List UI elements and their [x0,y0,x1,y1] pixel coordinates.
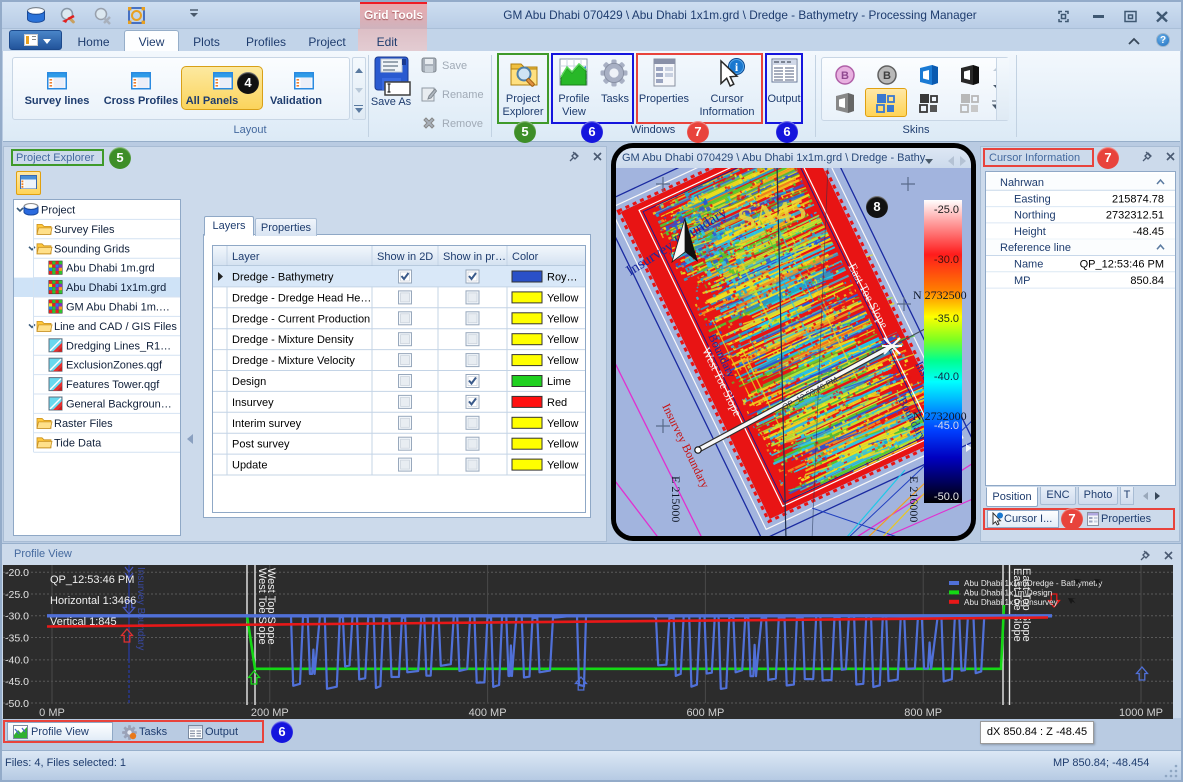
svg-text:General Backgroun…: General Backgroun… [66,399,172,411]
svg-text:Dredge - Mixture Velocity: Dredge - Mixture Velocity [232,355,355,367]
svg-text:Yellow: Yellow [547,439,578,451]
svg-text:E 216000: E 216000 [907,476,921,522]
svg-text:-40.0: -40.0 [5,655,29,667]
svg-text:Layer: Layer [232,251,260,263]
svg-text:1000 MP: 1000 MP [1119,707,1163,719]
svg-text:Red: Red [547,397,567,409]
svg-text:-25.0: -25.0 [934,204,959,216]
svg-text:East Toe Slope: East Toe Slope [1011,568,1023,642]
svg-text:215874.78: 215874.78 [1112,193,1164,205]
svg-text:Project: Project [41,205,75,217]
svg-text:Show in pr…: Show in pr… [443,251,506,263]
svg-text:Show in 2D: Show in 2D [377,251,433,263]
svg-text:ExclusionZones.qgf: ExclusionZones.qgf [66,360,163,372]
svg-text:200 MP: 200 MP [251,707,289,719]
svg-text:Abu Dhabi 1x1m\Dredge - Bathym: Abu Dhabi 1x1m\Dredge - Bathymetry [964,579,1103,588]
svg-text:Dredge - Mixture Density: Dredge - Mixture Density [232,334,354,346]
svg-text:2732312.51: 2732312.51 [1106,210,1164,222]
svg-text:0 MP: 0 MP [39,707,65,719]
svg-text:-35.0: -35.0 [934,313,959,325]
svg-text:-40.0: -40.0 [934,371,959,383]
svg-text:Interim survey: Interim survey [232,418,302,430]
svg-text:400 MP: 400 MP [469,707,507,719]
svg-text:Roy…: Roy… [547,272,578,284]
svg-text:Insurvey: Insurvey [232,397,274,409]
svg-text:Abu Dhabi 1x1m\Insurvey: Abu Dhabi 1x1m\Insurvey [964,598,1059,607]
svg-text:850.84: 850.84 [1130,275,1164,287]
svg-text:-45.0: -45.0 [934,420,959,432]
svg-text:Line and CAD / GIS Files: Line and CAD / GIS Files [54,321,177,333]
svg-text:-45.0: -45.0 [5,676,29,688]
svg-text:Abu Dhabi 1x1m\Design: Abu Dhabi 1x1m\Design [964,589,1053,598]
svg-text:Sounding Grids: Sounding Grids [54,243,130,255]
svg-text:Yellow: Yellow [547,355,578,367]
svg-text:-50.0: -50.0 [934,491,959,503]
svg-text:Yellow: Yellow [547,292,578,304]
svg-text:-20.0: -20.0 [5,567,29,579]
svg-text:Nahrwan: Nahrwan [1000,177,1044,189]
svg-text:-25.0: -25.0 [5,589,29,601]
svg-text:N 2732500: N 2732500 [913,288,967,302]
svg-text:Yellow: Yellow [547,334,578,346]
svg-text:Height: Height [1014,226,1046,238]
svg-text:Yellow: Yellow [547,460,578,472]
svg-text:Dredge - Dredge Head He…: Dredge - Dredge Head He… [232,292,371,304]
svg-text:Design: Design [232,376,266,388]
svg-text:800 MP: 800 MP [904,707,942,719]
svg-text:Survey Files: Survey Files [54,224,115,236]
svg-text:i: i [735,60,739,74]
svg-text:N 2732000: N 2732000 [913,409,967,423]
svg-text:Vertical 1:845: Vertical 1:845 [50,616,117,628]
svg-text:Dredge - Current Production: Dredge - Current Production [232,313,370,325]
svg-text:B: B [841,70,849,82]
svg-text:Easting: Easting [1014,193,1051,205]
svg-text:Raster Files: Raster Files [54,418,113,430]
svg-text:-35.0: -35.0 [5,632,29,644]
svg-text:-30.0: -30.0 [5,611,29,623]
svg-text:Update: Update [232,460,267,472]
svg-text:Northing: Northing [1014,210,1056,222]
svg-text:-48.45: -48.45 [1133,226,1164,238]
svg-text:Dredge - Bathymetry: Dredge - Bathymetry [232,272,334,284]
svg-text:Features Tower.qgf: Features Tower.qgf [66,379,160,391]
svg-text:E 215000: E 215000 [669,476,683,522]
svg-text:Insurvey Boundary: Insurvey Boundary [135,567,146,650]
svg-text:Yellow: Yellow [547,418,578,430]
svg-text:Tide Data: Tide Data [54,437,102,449]
svg-text:Post survey: Post survey [232,439,290,451]
svg-text:-30.0: -30.0 [934,254,959,266]
svg-text:Color: Color [512,251,539,263]
svg-text:B: B [883,70,891,82]
svg-text:QP_12:53:46 PM: QP_12:53:46 PM [1080,259,1164,271]
svg-text:600 MP: 600 MP [686,707,724,719]
svg-text:-50.0: -50.0 [5,698,29,710]
svg-text:Dredging Lines_R1…: Dredging Lines_R1… [66,340,171,352]
svg-text:MP: MP [1014,275,1031,287]
svg-text:Yellow: Yellow [547,313,578,325]
svg-text:Horizontal 1:3466: Horizontal 1:3466 [50,595,136,607]
svg-text:GM Abu Dhabi 1m.…: GM Abu Dhabi 1m.… [66,302,170,314]
svg-text:Abu Dhabi 1m.grd: Abu Dhabi 1m.grd [66,263,155,275]
svg-text:East Top Slope: East Top Slope [1020,568,1032,642]
svg-text:QP_12:53:46 PM: QP_12:53:46 PM [50,574,134,586]
svg-text:Reference line: Reference line [1000,242,1071,254]
svg-text:Name: Name [1014,259,1043,271]
svg-text:Abu Dhabi 1x1m.grd: Abu Dhabi 1x1m.grd [66,282,166,294]
svg-text:Lime: Lime [547,376,571,388]
svg-text:West Top Slope: West Top Slope [265,568,277,645]
